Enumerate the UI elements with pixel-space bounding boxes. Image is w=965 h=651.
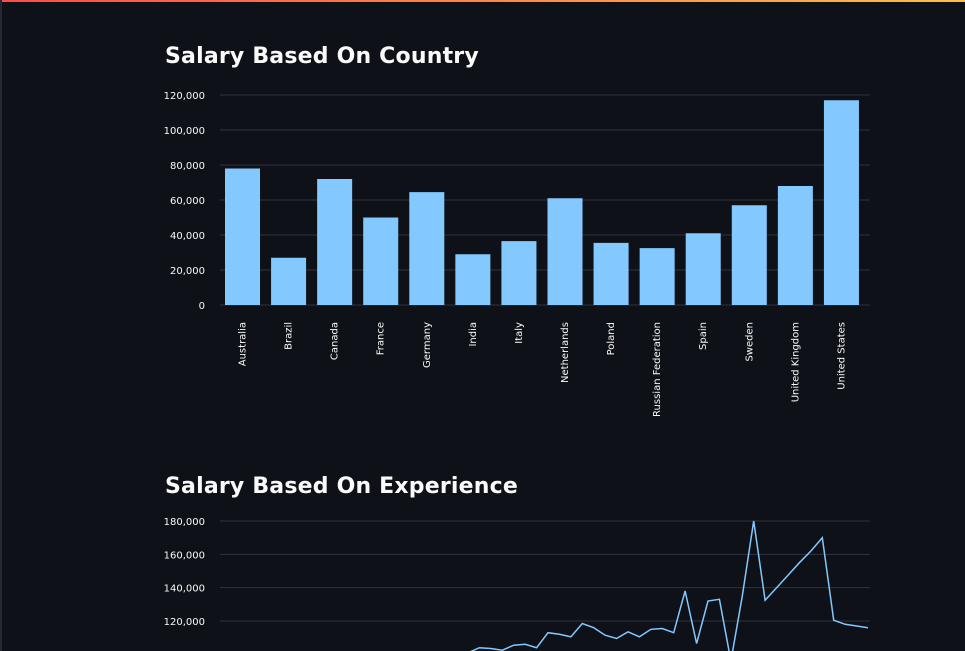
- country-x-tick-label: Australia: [238, 322, 249, 366]
- country-bar[interactable]: [317, 179, 353, 305]
- country-y-tick-label: 20,000: [170, 266, 205, 277]
- country-bar[interactable]: [225, 168, 261, 306]
- country-x-tick-label: Canada: [330, 322, 341, 360]
- country-x-tick-label: Netherlands: [560, 322, 571, 383]
- country-bar[interactable]: [731, 205, 767, 305]
- country-x-tick-label: Germany: [422, 322, 433, 368]
- country-x-tick-label: India: [468, 322, 479, 347]
- country-bar-chart: 0 20,000 40,000 60,000 80,000 100,000 120,000 A…: [164, 91, 870, 417]
- experience-y-tick-label: 120,000: [164, 617, 205, 628]
- country-bar[interactable]: [777, 186, 813, 305]
- country-bar[interactable]: [593, 242, 629, 305]
- country-x-tick-label: United Kingdom: [790, 322, 801, 402]
- sidebar-border: [0, 0, 2, 651]
- country-y-tick-label: 80,000: [170, 161, 205, 172]
- experience-y-tick-label: 180,000: [164, 517, 205, 528]
- country-x-tick-label: Italy: [514, 322, 525, 344]
- country-chart-title: Salary Based On Country: [165, 44, 479, 69]
- country-x-tick-label: United States: [836, 322, 847, 390]
- country-bar[interactable]: [823, 100, 859, 305]
- country-bar[interactable]: [363, 217, 399, 306]
- country-x-tick-label: Russian Federation: [652, 322, 663, 417]
- country-y-tick-label: 60,000: [170, 196, 205, 207]
- country-y-tick-label: 120,000: [164, 91, 205, 102]
- country-bar[interactable]: [271, 257, 307, 305]
- country-bar[interactable]: [455, 254, 491, 305]
- country-bar[interactable]: [547, 198, 583, 305]
- country-y-tick-label: 100,000: [164, 126, 205, 137]
- experience-y-tick-label: 140,000: [164, 584, 205, 595]
- experience-line-chart: 120,000 140,000 160,000 180,000: [164, 517, 870, 651]
- country-x-tick-label: Spain: [698, 322, 709, 350]
- country-bar[interactable]: [501, 241, 537, 305]
- country-x-tick-label: Poland: [606, 322, 617, 355]
- country-x-tick-label: Brazil: [284, 322, 295, 350]
- experience-series-line[interactable]: [468, 520, 869, 651]
- country-bar[interactable]: [639, 248, 675, 305]
- country-bar[interactable]: [685, 233, 721, 305]
- top-decoration-bar: [0, 0, 965, 2]
- country-x-tick-label: Sweden: [744, 322, 755, 362]
- country-bar[interactable]: [409, 192, 445, 305]
- country-x-tick-label: France: [376, 322, 387, 355]
- experience-y-tick-label: 160,000: [164, 550, 205, 561]
- country-y-tick-label: 0: [199, 301, 205, 312]
- experience-chart-title: Salary Based On Experience: [165, 474, 519, 499]
- country-y-tick-label: 40,000: [170, 231, 205, 242]
